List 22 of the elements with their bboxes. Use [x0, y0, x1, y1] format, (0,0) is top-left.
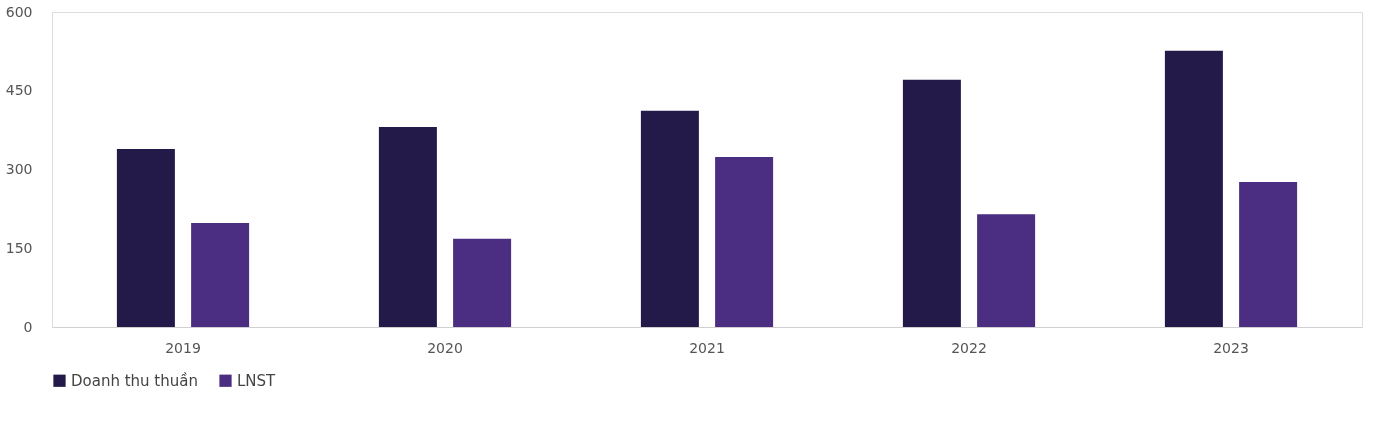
- bar: [715, 156, 774, 327]
- x-tick-label: 2019: [165, 339, 201, 356]
- y-tick-label: 300: [5, 161, 33, 177]
- x-tick-label: 2021: [689, 339, 725, 356]
- bar: [902, 79, 961, 327]
- bar: [977, 214, 1036, 327]
- y-tick-label: 600: [5, 3, 33, 20]
- x-tick-label: 2022: [951, 339, 987, 356]
- legend-label: LNST: [237, 371, 277, 390]
- y-tick-label: 0: [23, 318, 33, 335]
- y-tick-label: 150: [5, 239, 33, 256]
- bar: [453, 238, 512, 327]
- bar: [1239, 182, 1298, 327]
- bar: [378, 126, 437, 327]
- bar: [1164, 50, 1223, 327]
- bar: [640, 110, 699, 327]
- legend-label: Doanh thu thuần: [71, 371, 198, 390]
- x-tick-label: 2020: [427, 339, 463, 356]
- y-tick-label: 450: [5, 82, 33, 99]
- x-tick-label: 2023: [1213, 339, 1249, 356]
- bar: [191, 223, 250, 327]
- bar: [116, 149, 175, 327]
